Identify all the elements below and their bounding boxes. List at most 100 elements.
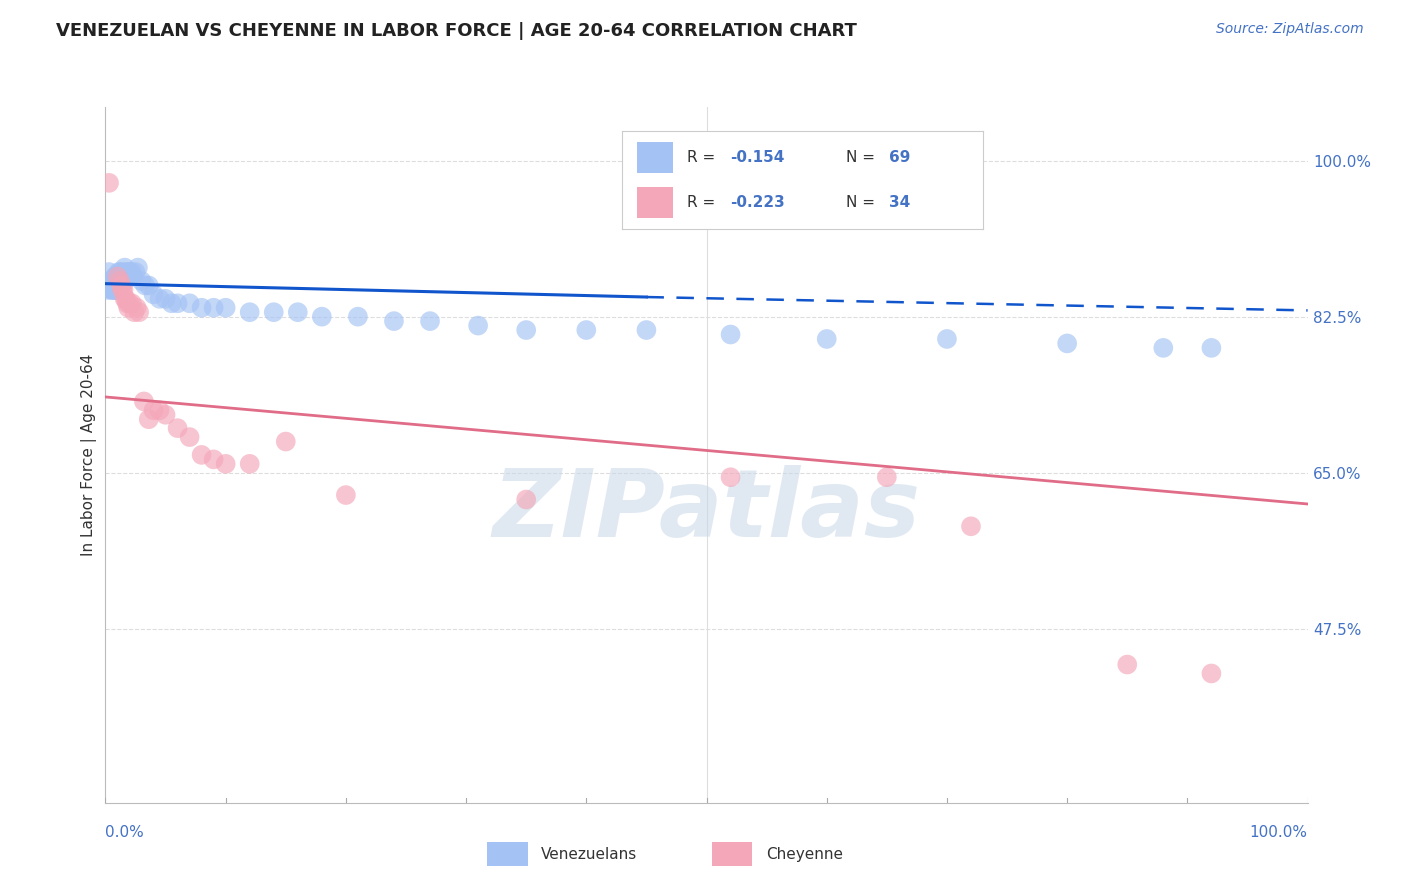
Point: [720, 470, 742, 484]
Text: -0.223: -0.223: [731, 195, 786, 210]
Point: [960, 519, 983, 533]
Point: [103, 278, 125, 293]
Text: -0.154: -0.154: [731, 150, 785, 165]
Point: [1056, 336, 1078, 351]
Point: [936, 332, 959, 346]
Point: [138, 278, 160, 293]
Point: [107, 278, 129, 293]
Point: [101, 278, 124, 293]
Point: [107, 269, 129, 284]
Point: [114, 274, 136, 288]
Point: [124, 305, 146, 319]
Bar: [637, 187, 673, 218]
Point: [110, 269, 132, 284]
Point: [190, 448, 212, 462]
Point: [121, 296, 143, 310]
Point: [122, 269, 145, 284]
Text: Venezuelans: Venezuelans: [541, 847, 637, 862]
Text: 34: 34: [889, 195, 911, 210]
Point: [1201, 341, 1223, 355]
Point: [214, 301, 236, 315]
Point: [103, 274, 125, 288]
Point: [131, 274, 153, 288]
Point: [105, 283, 128, 297]
Point: [515, 492, 537, 507]
Point: [160, 296, 183, 310]
Point: [112, 283, 135, 297]
Point: [287, 305, 309, 319]
Point: [117, 301, 139, 315]
Point: [110, 278, 132, 293]
Point: [115, 292, 138, 306]
Point: [107, 283, 129, 297]
Point: [114, 260, 136, 275]
Point: [347, 310, 370, 324]
Text: R =: R =: [688, 150, 720, 165]
Point: [108, 274, 131, 288]
Point: [263, 305, 285, 319]
Point: [132, 394, 155, 409]
Text: 100.0%: 100.0%: [1250, 825, 1308, 840]
Point: [239, 305, 262, 319]
Point: [118, 296, 141, 310]
Point: [120, 269, 142, 284]
Point: [214, 457, 236, 471]
Point: [1152, 341, 1174, 355]
Point: [98, 274, 121, 288]
Point: [148, 292, 170, 306]
Bar: [486, 842, 527, 866]
Text: 69: 69: [889, 150, 911, 165]
Point: [190, 301, 212, 315]
Point: [876, 470, 898, 484]
Point: [202, 452, 225, 467]
Point: [166, 296, 188, 310]
Point: [202, 301, 225, 315]
Point: [97, 283, 120, 297]
Point: [104, 269, 127, 284]
Text: N =: N =: [846, 195, 880, 210]
Point: [100, 278, 122, 293]
Point: [155, 292, 177, 306]
Point: [815, 332, 838, 346]
Point: [98, 278, 121, 293]
Point: [1201, 666, 1223, 681]
Point: [155, 408, 177, 422]
Point: [115, 296, 138, 310]
Point: [1116, 657, 1139, 672]
Point: [311, 310, 333, 324]
Point: [107, 278, 129, 293]
Point: [112, 274, 135, 288]
Point: [107, 265, 129, 279]
Point: [138, 412, 160, 426]
Text: VENEZUELAN VS CHEYENNE IN LABOR FORCE | AGE 20-64 CORRELATION CHART: VENEZUELAN VS CHEYENNE IN LABOR FORCE | …: [56, 22, 858, 40]
Text: 0.0%: 0.0%: [105, 825, 145, 840]
Point: [125, 301, 148, 315]
Point: [105, 274, 128, 288]
Point: [121, 265, 143, 279]
Point: [103, 283, 125, 297]
Point: [98, 265, 121, 279]
Bar: [637, 142, 673, 173]
Y-axis label: In Labor Force | Age 20-64: In Labor Force | Age 20-64: [82, 354, 97, 556]
Point: [118, 265, 141, 279]
Point: [117, 265, 139, 279]
Point: [274, 434, 297, 449]
Point: [134, 278, 156, 293]
Point: [142, 403, 165, 417]
Point: [101, 283, 124, 297]
Point: [142, 287, 165, 301]
Point: [112, 269, 135, 284]
Point: [179, 430, 201, 444]
Text: Source: ZipAtlas.com: Source: ZipAtlas.com: [1216, 22, 1364, 37]
Point: [115, 265, 138, 279]
Point: [467, 318, 489, 333]
Point: [107, 274, 129, 288]
Point: [104, 269, 127, 284]
Point: [108, 278, 131, 293]
Text: ZIPatlas: ZIPatlas: [492, 465, 921, 557]
Point: [115, 269, 138, 284]
Point: [636, 323, 658, 337]
Text: R =: R =: [688, 195, 720, 210]
Bar: [711, 842, 752, 866]
Point: [124, 265, 146, 279]
